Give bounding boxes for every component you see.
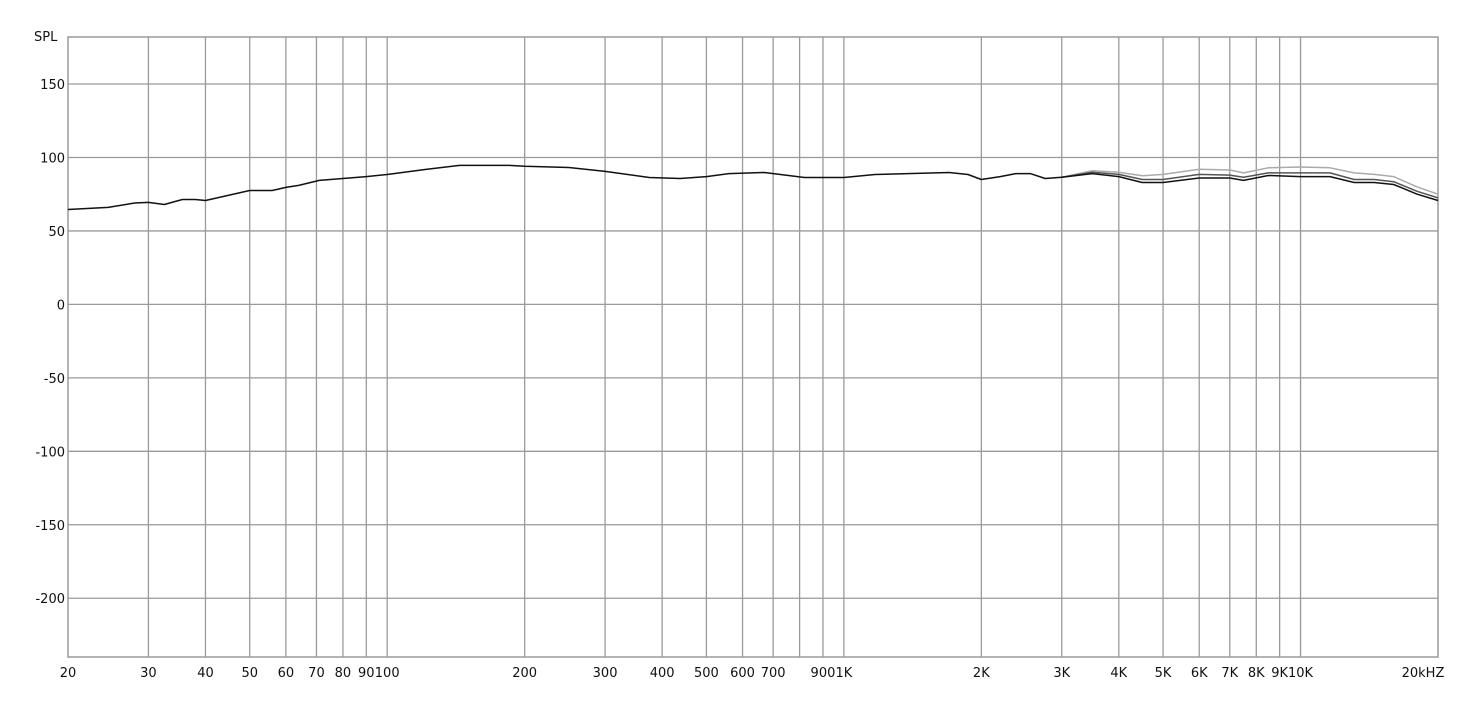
- y-tick-label: -50: [44, 372, 65, 387]
- y-axis-label: SPL: [34, 30, 58, 45]
- y-tick-label: -100: [35, 445, 65, 460]
- x-tick-label: 3K: [1053, 666, 1070, 681]
- y-tick-label: -150: [35, 519, 65, 534]
- x-tick-label: 700: [761, 666, 786, 681]
- y-tick-label: 0: [57, 298, 65, 313]
- x-tick-label: 100: [375, 666, 400, 681]
- x-tick-label: 80: [335, 666, 352, 681]
- x-tick-label: 9K: [1271, 666, 1288, 681]
- x-axis: 20 30 40 50 60 70 80 90 100 200 300 400 500 600 700 900…: [60, 666, 1445, 681]
- plot-frame: [67, 36, 1439, 658]
- series-line-1: [1061, 171, 1439, 199]
- x-tick-label: 8K: [1248, 666, 1265, 681]
- x-tick-label: 5K: [1155, 666, 1172, 681]
- x-tick-label: 50: [241, 666, 258, 681]
- x-tick-label: 7K: [1221, 666, 1238, 681]
- x-tick-label: 400: [650, 666, 675, 681]
- grid: [67, 36, 1439, 658]
- x-tick-label: 600: [730, 666, 755, 681]
- x-tick-label: 20kHZ: [1402, 666, 1445, 681]
- series-line-2: [67, 164, 1439, 211]
- y-tick-label: 50: [48, 225, 65, 240]
- x-tick-label: 90: [358, 666, 375, 681]
- x-tick-label: 10K: [1288, 666, 1314, 681]
- x-tick-label: 6K: [1191, 666, 1208, 681]
- x-tick-label: 70: [308, 666, 325, 681]
- y-axis: 150 100 50 0 -50 -100 -150 -200: [35, 78, 65, 607]
- x-tick-label: 900: [811, 666, 836, 681]
- x-tick-label: 1K: [835, 666, 852, 681]
- x-tick-label: 500: [694, 666, 719, 681]
- y-tick-label: 150: [40, 78, 65, 93]
- y-tick-label: -200: [35, 592, 65, 607]
- series-group: [67, 164, 1439, 211]
- x-tick-label: 30: [140, 666, 157, 681]
- x-tick-label: 20: [60, 666, 77, 681]
- x-tick-label: 2K: [973, 666, 990, 681]
- x-tick-label: 4K: [1110, 666, 1127, 681]
- x-tick-label: 40: [197, 666, 214, 681]
- x-tick-label: 300: [593, 666, 618, 681]
- x-tick-label: 60: [278, 666, 295, 681]
- series-line-0: [1061, 166, 1439, 195]
- y-tick-label: 100: [40, 151, 65, 166]
- x-tick-label: 200: [512, 666, 537, 681]
